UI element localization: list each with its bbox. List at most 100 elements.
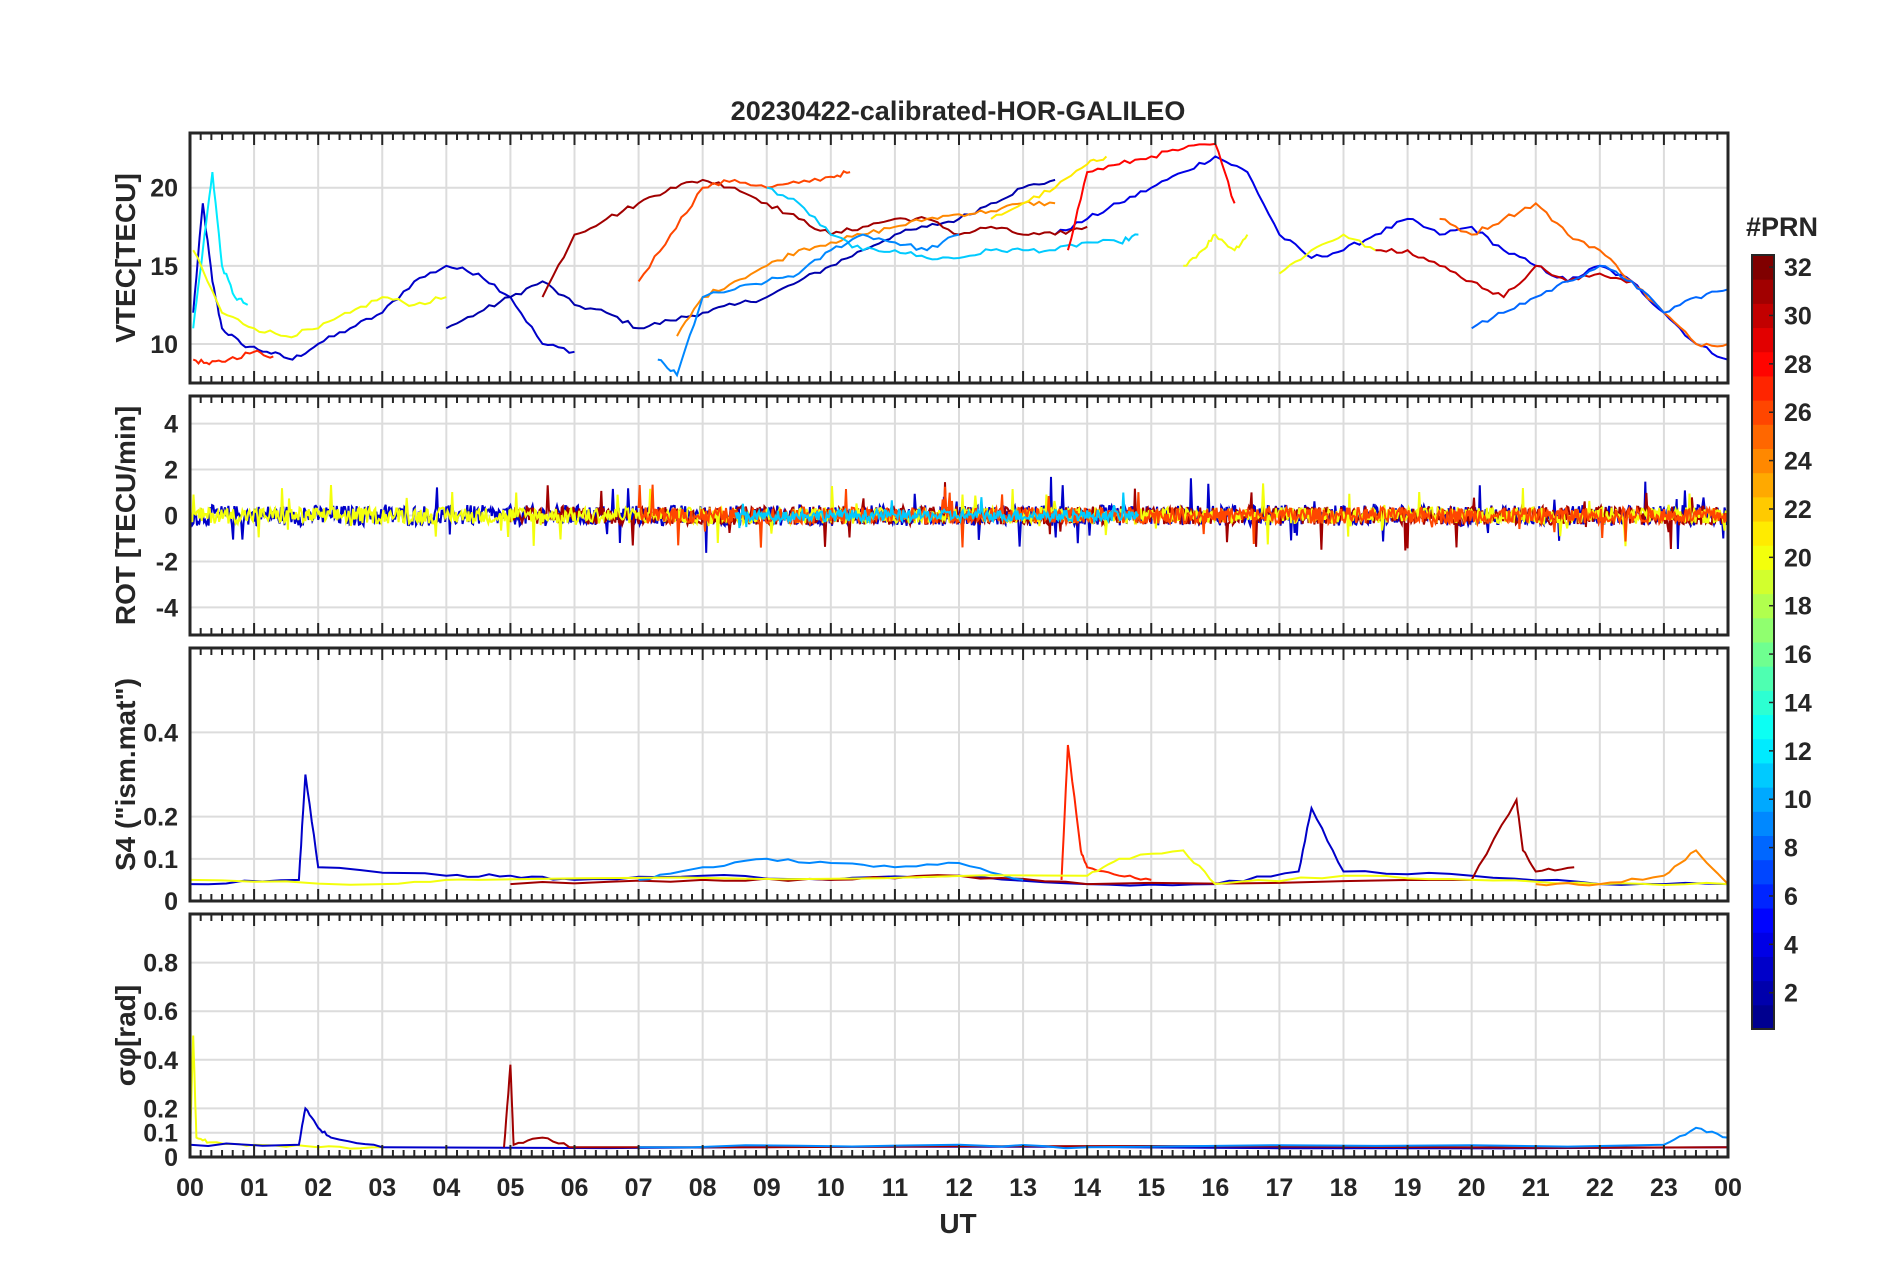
x-tick-label: 23	[1650, 1174, 1678, 1202]
x-tick-label: 17	[1266, 1174, 1294, 1202]
series-line-prn-24	[676, 200, 1056, 337]
x-tick-label: 08	[689, 1174, 717, 1202]
colorbar-tick-label: 8	[1784, 835, 1798, 863]
series-group	[190, 744, 1728, 887]
series-line-prn-20	[190, 849, 1728, 887]
series-line-prn-20	[1278, 233, 1377, 275]
series-line-prn-2	[445, 178, 1056, 330]
x-tick-label: 10	[817, 1174, 845, 1202]
colorbar-swatch	[1752, 690, 1774, 716]
colorbar-tick-label: 16	[1784, 641, 1812, 669]
colorbar-tick-label: 12	[1784, 738, 1812, 766]
colorbar-swatch	[1752, 980, 1774, 1006]
y-tick-label: 0.4	[143, 1047, 178, 1075]
x-axis-label: UT	[939, 1208, 976, 1239]
colorbar-swatch	[1752, 762, 1774, 788]
series-group	[190, 476, 1728, 553]
y-tick-label: 0.2	[143, 804, 178, 832]
y-tick-label: 0.4	[143, 719, 178, 747]
series-line-prn-21	[990, 155, 1108, 220]
x-tick-label: 06	[561, 1174, 589, 1202]
x-axis-tick-labels: 00 01 02 03 04 05 06 07 08 09 10 11 12 13 14 15 16 17 18 19…	[176, 1174, 1742, 1202]
colorbar-tick-label: 30	[1784, 302, 1812, 330]
colorbar-tick-label: 22	[1784, 496, 1812, 524]
y-tick-label: 0	[164, 503, 178, 531]
x-tick-label: 19	[1394, 1174, 1422, 1202]
colorbar-swatch	[1752, 811, 1774, 836]
colorbar-tick-label: 2	[1784, 980, 1798, 1008]
colorbar-swatch	[1752, 835, 1774, 861]
y-tick-label: 20	[150, 175, 178, 203]
x-tick-label: 07	[625, 1174, 653, 1202]
series-line-prn-27	[192, 349, 274, 366]
x-tick-label: 14	[1073, 1174, 1101, 1202]
series-line-prn-31	[510, 796, 1575, 886]
colorbar-tick-label: 26	[1784, 399, 1812, 427]
x-tick-label: 22	[1586, 1174, 1614, 1202]
colorbar-swatch	[1752, 448, 1774, 474]
x-tick-label: 09	[753, 1174, 781, 1202]
x-tick-label: 01	[240, 1174, 268, 1202]
series-line-prn-31	[541, 178, 1088, 298]
series-line-prn-12	[192, 171, 249, 329]
colorbar-swatch	[1752, 956, 1774, 982]
series-line-prn-11	[766, 186, 1139, 261]
colorbar-tick-label: 20	[1784, 544, 1812, 572]
colorbar-swatch	[1752, 908, 1774, 933]
colorbar-tick-label: 18	[1784, 593, 1812, 621]
x-tick-label: 18	[1330, 1174, 1358, 1202]
x-tick-label: 02	[304, 1174, 332, 1202]
colorbar-tick-label: 10	[1784, 786, 1812, 814]
series-line-prn-9	[657, 233, 960, 378]
colorbar-swatch	[1752, 303, 1774, 329]
colorbar-swatch	[1752, 642, 1774, 667]
y-tick-label: -4	[156, 594, 178, 622]
y-tick-label: 0.1	[143, 1120, 178, 1148]
series-line-prn-27	[1060, 744, 1152, 881]
y-tick-label: 4	[164, 411, 178, 439]
y-axis-label: ROT [TECU/min]	[110, 406, 141, 625]
x-tick-label: 04	[432, 1174, 460, 1202]
chart-title: 20230422-calibrated-HOR-GALILEO	[731, 96, 1186, 126]
colorbar-swatch	[1752, 375, 1774, 401]
y-tick-label: 0	[164, 1144, 178, 1172]
series-line-prn-20	[1183, 233, 1249, 267]
colorbar-swatch	[1752, 666, 1774, 691]
colorbar-frame	[1751, 254, 1775, 1030]
x-tick-label: 20	[1458, 1174, 1486, 1202]
colorbar-swatch	[1752, 472, 1774, 498]
colorbar-swatch	[1752, 279, 1774, 304]
colorbar-swatch	[1752, 424, 1774, 449]
series-line-prn-8	[1471, 264, 1728, 330]
colorbar-tick-label: 6	[1784, 883, 1798, 911]
series-line-prn-25	[1439, 201, 1728, 348]
y-tick-label: 0.6	[143, 998, 178, 1026]
y-axis-label: S4 ("ism.mat")	[110, 678, 141, 871]
series-line-prn-31	[503, 1064, 1728, 1149]
y-tick-label: -2	[156, 548, 178, 576]
x-tick-label: 11	[882, 1174, 909, 1202]
colorbar-swatch	[1752, 738, 1774, 764]
colorbar-swatch	[1752, 932, 1774, 957]
y-tick-label: 15	[150, 253, 178, 281]
colorbar-swatch	[1752, 883, 1774, 909]
series-line-prn-3	[190, 774, 1728, 887]
series-line-prn-24	[1535, 849, 1728, 887]
colorbar-swatch	[1752, 1004, 1774, 1030]
x-tick-label: 00	[176, 1174, 204, 1202]
colorbar-swatch	[1752, 787, 1774, 812]
series-line-prn-4	[1054, 155, 1728, 361]
colorbar-swatch	[1752, 569, 1774, 595]
panel-1: 10 15 20 VTEC[TECU]	[110, 131, 1730, 385]
colorbar-swatch	[1752, 400, 1774, 425]
x-tick-label: 05	[497, 1174, 525, 1202]
colorbar-swatch	[1752, 714, 1774, 740]
series-line-prn-9	[638, 857, 1024, 881]
colorbar-tick-label: 24	[1784, 448, 1812, 476]
y-tick-label: 10	[150, 331, 178, 359]
colorbar-tick-label: 32	[1784, 254, 1812, 282]
panel-4: 00.10.2 0.4 0.6 0.8σφ[rad]	[110, 912, 1730, 1172]
colorbar-swatch	[1752, 617, 1774, 643]
x-tick-label: 00	[1714, 1174, 1742, 1202]
